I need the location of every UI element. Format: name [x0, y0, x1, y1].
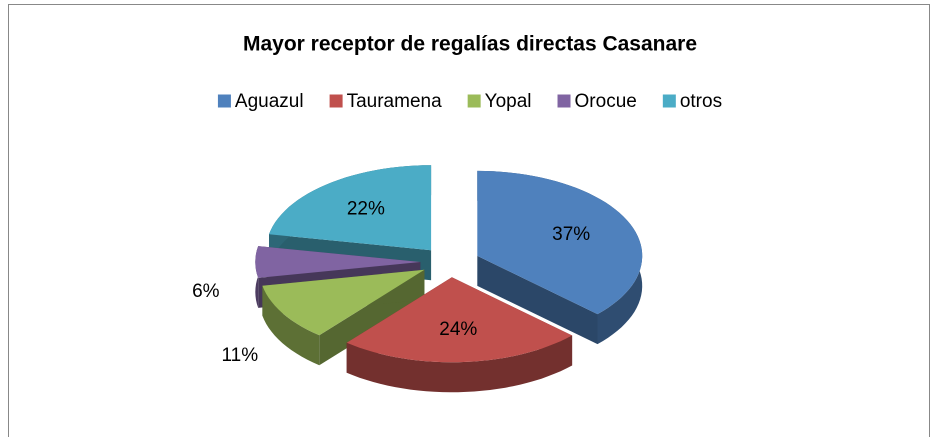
pie: 37% 24% 11% 6% 22%: [192, 165, 643, 393]
slice-wall: [262, 285, 320, 366]
legend-label: otros: [680, 91, 722, 112]
slice: [477, 170, 643, 315]
data-label: 22%: [347, 199, 385, 220]
data-label: 11%: [221, 345, 258, 366]
data-label: 37%: [552, 224, 590, 245]
legend-swatch: [217, 94, 231, 108]
legend-swatch: [557, 94, 571, 108]
legend-label: Tauramena: [347, 91, 442, 112]
legend-label: Aguazul: [235, 91, 304, 112]
slice-side: [477, 255, 598, 345]
legend-swatch: [329, 94, 343, 108]
legend: Aguazul Tauramena Yopal Orocue otros: [217, 91, 722, 112]
slice: [262, 269, 425, 336]
legend-swatch: [467, 94, 481, 108]
slice: [269, 165, 432, 251]
data-label: 24%: [439, 319, 477, 340]
legend-label: Orocue: [575, 91, 637, 112]
slice-wall: [346, 335, 573, 393]
data-label: 6%: [192, 281, 220, 302]
chart-title: Mayor receptor de regalías directas Casa…: [243, 33, 697, 56]
legend-label: Yopal: [485, 91, 532, 112]
slice: [255, 246, 421, 278]
slice: [346, 277, 573, 363]
legend-swatch: [662, 94, 676, 108]
